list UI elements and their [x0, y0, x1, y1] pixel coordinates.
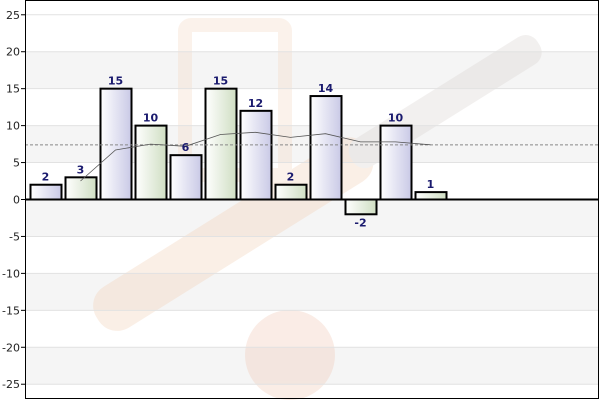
y-tick-label: -25 [2, 378, 20, 391]
data-label: 12 [248, 97, 263, 110]
bar [134, 124, 168, 201]
plot-frame [25, 0, 599, 399]
y-axis-ticks: -25 -20 -15 -10 -5 0 5 10 15 20 25 [2, 9, 25, 391]
y-tick-label: 25 [6, 9, 20, 22]
grid-band [25, 51, 599, 89]
data-label: 15 [213, 75, 228, 88]
data-label: 10 [388, 112, 404, 125]
data-label: 14 [318, 82, 334, 95]
bar [29, 183, 63, 201]
bar [274, 183, 308, 201]
moving-average-line [80, 131, 431, 182]
data-label: 1 [427, 178, 435, 191]
data-label: 6 [182, 141, 190, 154]
data-label: -2 [354, 216, 366, 229]
data-label: 15 [108, 75, 123, 88]
bar [414, 191, 448, 201]
grid-band [25, 347, 599, 385]
y-tick-label: -5 [9, 230, 20, 243]
bar [379, 124, 413, 201]
data-label: 3 [77, 163, 85, 176]
grid-band [25, 273, 599, 311]
bar [309, 95, 343, 201]
y-tick-label: 5 [13, 157, 20, 170]
bar [344, 198, 378, 216]
data-label: 10 [143, 112, 159, 125]
y-tick-label: 15 [6, 83, 20, 96]
bar [239, 109, 273, 201]
y-tick-label: -10 [2, 267, 20, 280]
bar [204, 87, 238, 201]
y-tick-label: 10 [6, 120, 20, 133]
y-tick-label: -20 [2, 341, 20, 354]
bars [29, 87, 448, 216]
y-tick-label: 20 [6, 46, 20, 59]
bar [99, 87, 133, 201]
data-label: 2 [287, 171, 295, 184]
y-tick-label: -15 [2, 304, 20, 317]
y-tick-label: 0 [13, 194, 20, 207]
data-labels: 2 3 15 10 6 15 12 2 14 -2 10 1 [42, 75, 435, 230]
grid-band [25, 199, 599, 237]
bar [169, 154, 203, 201]
data-label: 2 [42, 171, 50, 184]
